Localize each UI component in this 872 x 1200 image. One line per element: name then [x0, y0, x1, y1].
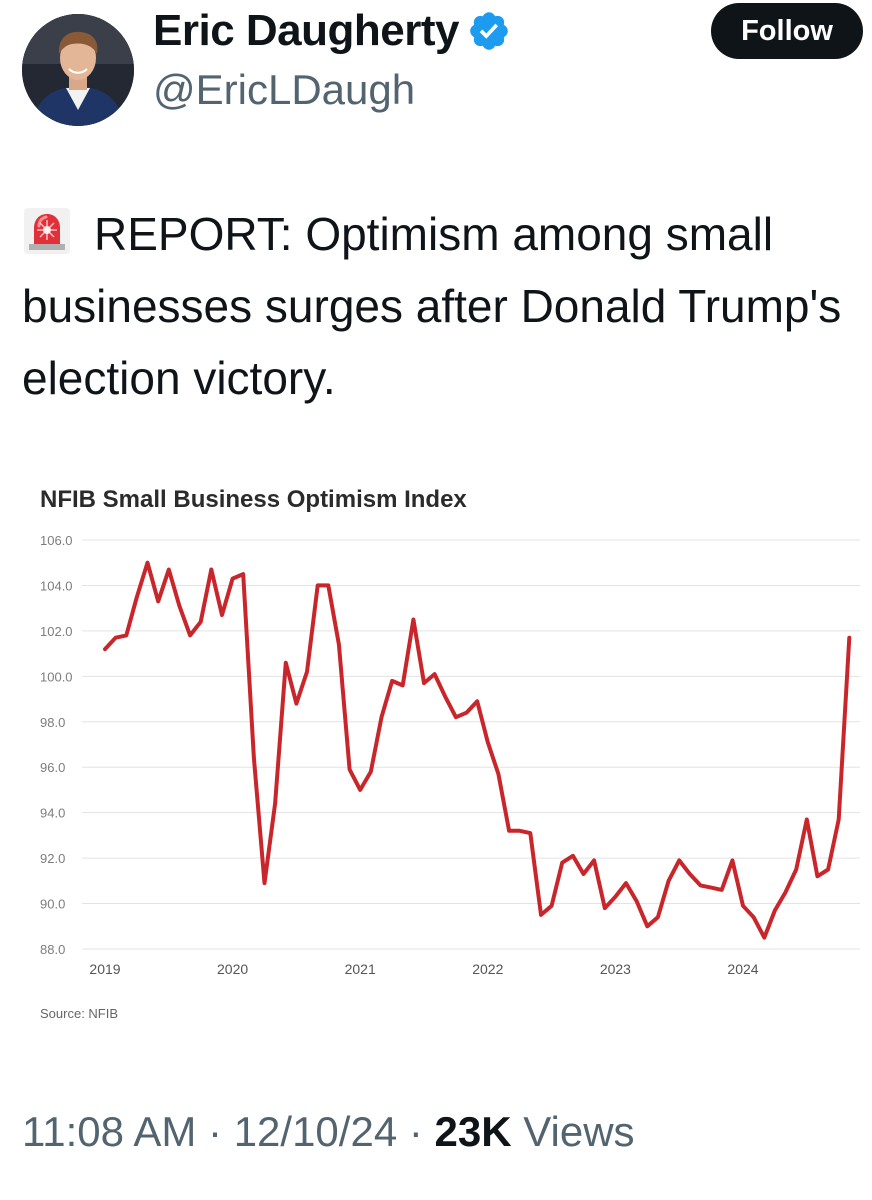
- author-handle[interactable]: @EricLDaugh: [153, 66, 416, 113]
- author-name[interactable]: Eric Daugherty: [153, 6, 511, 56]
- x-tick-label: 2024: [727, 961, 758, 977]
- avatar-photo: [22, 14, 134, 126]
- y-tick-label: 94.0: [40, 806, 65, 821]
- views-label: Views: [523, 1108, 635, 1155]
- y-tick-label: 100.0: [40, 669, 73, 684]
- tweet-time[interactable]: 11:08 AM: [22, 1108, 197, 1155]
- y-tick-label: 96.0: [40, 760, 65, 775]
- x-tick-label: 2021: [345, 961, 376, 977]
- chart-image[interactable]: NFIB Small Business Optimism Index 106.0…: [22, 460, 872, 1060]
- line-chart: 106.0 104.0 102.0 100.0 98.0 96.0 94.0 92.0 90.0…: [40, 533, 860, 977]
- follow-button[interactable]: Follow: [711, 3, 863, 59]
- tweet-body: REPORT: Optimism among small businesses …: [22, 208, 842, 404]
- meta-separator: ·: [408, 1108, 423, 1155]
- author-display-name: Eric Daugherty: [153, 6, 459, 55]
- y-tick-label: 104.0: [40, 578, 73, 593]
- meta-separator: ·: [208, 1108, 223, 1155]
- tweet-meta: 11:08 AM · 12/10/24 · 23K Views: [22, 1108, 635, 1156]
- x-tick-label: 2023: [600, 961, 631, 977]
- series-line: [103, 560, 852, 940]
- y-tick-label: 106.0: [40, 533, 73, 548]
- y-tick-label: 92.0: [40, 851, 65, 866]
- x-tick-label: 2022: [472, 961, 503, 977]
- y-tick-label: 98.0: [40, 715, 65, 730]
- views-count: 23K: [434, 1108, 512, 1155]
- x-tick-label: 2020: [217, 961, 248, 977]
- verified-badge-icon: [467, 9, 511, 53]
- y-tick-label: 90.0: [40, 897, 65, 912]
- x-tick-label: 2019: [89, 961, 120, 977]
- chart-title: NFIB Small Business Optimism Index: [40, 486, 467, 513]
- chart-source: Source: NFIB: [40, 1006, 119, 1021]
- y-tick-label: 88.0: [40, 942, 65, 957]
- tweet-date[interactable]: 12/10/24: [233, 1108, 398, 1155]
- y-tick-label: 102.0: [40, 624, 73, 639]
- rotating-light-icon: [22, 204, 72, 254]
- tweet-text: REPORT: Optimism among small businesses …: [22, 198, 852, 414]
- avatar[interactable]: [22, 14, 134, 126]
